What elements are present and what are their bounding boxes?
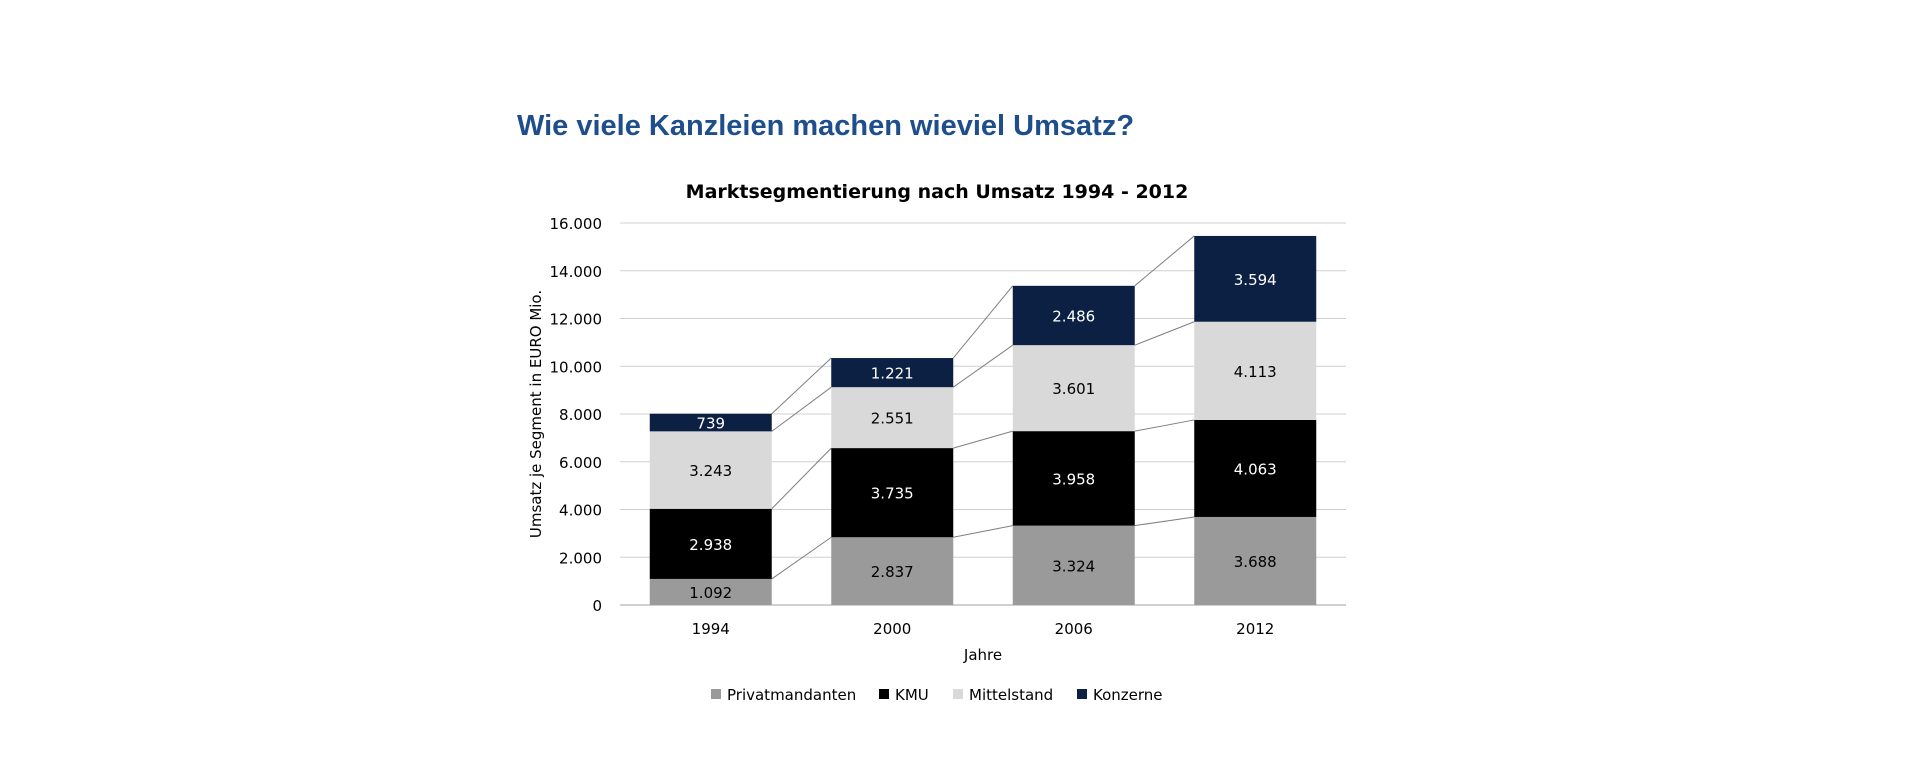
bar-segment: [831, 537, 954, 605]
series-line: [1134, 516, 1195, 527]
series-line: [952, 285, 1014, 359]
bar-segment: [649, 508, 772, 579]
data-label: 2.551: [871, 410, 914, 428]
y-tick-label: 10.000: [550, 358, 603, 376]
y-tick-label: 8.000: [559, 406, 602, 424]
data-label: 3.688: [1234, 553, 1277, 571]
bar-segment: [649, 413, 772, 432]
data-label: 3.324: [1052, 557, 1095, 575]
y-tick-label: 0: [592, 597, 602, 615]
bar-segment: [831, 358, 954, 388]
x-axis-label: Jahre: [963, 646, 1002, 664]
legend-swatch: [1077, 689, 1087, 699]
bar-segment: [831, 387, 954, 449]
series-line: [771, 386, 832, 432]
bar-segment: [1194, 235, 1317, 322]
data-label: 1.092: [689, 584, 732, 602]
y-axis-label: Umsatz je Segment in EURO Mio.: [527, 290, 545, 538]
legend-swatch: [711, 689, 721, 699]
legend-label: Privatmandanten: [727, 686, 856, 704]
y-tick-label: 12.000: [550, 311, 603, 329]
series-line: [1134, 235, 1195, 287]
data-label: 2.938: [689, 536, 732, 554]
series-line: [953, 430, 1013, 449]
data-label: 4.113: [1234, 363, 1277, 381]
data-label: 4.063: [1234, 460, 1277, 478]
data-label: 3.594: [1234, 271, 1277, 289]
data-label: 3.243: [689, 462, 732, 480]
data-label: 1.221: [871, 365, 914, 383]
bar-segment: [649, 578, 772, 605]
y-tick-label: 4.000: [559, 502, 602, 520]
y-tick-label: 16.000: [550, 215, 603, 233]
bar-segment: [1012, 431, 1135, 526]
bar-segment: [1194, 321, 1317, 420]
y-tick-label: 14.000: [550, 263, 603, 281]
series-line: [1134, 419, 1195, 432]
y-tick-label: 6.000: [559, 454, 602, 472]
bar-segment: [1012, 285, 1135, 346]
data-label: 2.837: [871, 563, 914, 581]
x-tick-label: 2012: [1236, 620, 1274, 638]
bar-segment: [649, 431, 772, 509]
data-label: 3.958: [1052, 470, 1095, 488]
x-tick-label: 1994: [692, 620, 730, 638]
bar-segment: [1194, 516, 1317, 605]
page-heading: Wie viele Kanzleien machen wieviel Umsat…: [517, 110, 1135, 142]
series-line: [953, 525, 1013, 538]
series-line: [771, 536, 832, 580]
y-tick-label: 2.000: [559, 549, 602, 567]
chart-title: Marktsegmentierung nach Umsatz 1994 - 20…: [686, 181, 1189, 203]
x-tick-label: 2000: [873, 620, 911, 638]
legend-label: Konzerne: [1093, 686, 1163, 704]
bar-segment: [1012, 345, 1135, 432]
data-label: 3.735: [871, 485, 914, 503]
data-label: 2.486: [1052, 307, 1095, 325]
legend-swatch: [953, 689, 963, 699]
bar-segment: [831, 448, 954, 538]
series-line: [771, 447, 832, 510]
data-label: 739: [696, 415, 725, 433]
data-label: 3.601: [1052, 380, 1095, 398]
x-tick-label: 2006: [1055, 620, 1093, 638]
series-line: [771, 357, 832, 415]
series-line: [952, 344, 1014, 388]
legend-swatch: [879, 689, 889, 699]
legend-label: Mittelstand: [969, 686, 1053, 704]
bar-segment: [1012, 525, 1135, 605]
legend-label: KMU: [895, 686, 929, 704]
series-line: [1134, 321, 1195, 346]
bar-segment: [1194, 419, 1317, 517]
